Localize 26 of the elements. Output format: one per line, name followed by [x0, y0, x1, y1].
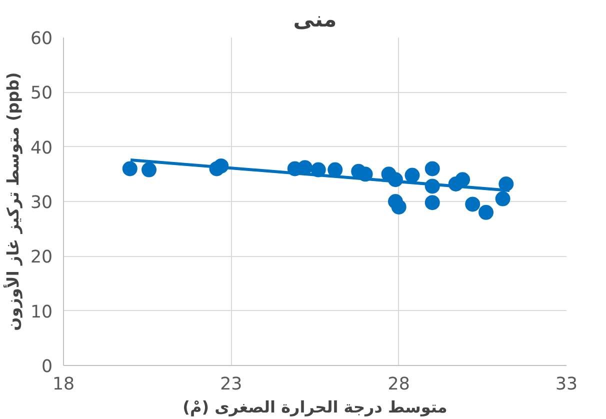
y-axis-title: متوسط تركيز غاز الأوزون (ppb)	[2, 72, 22, 331]
point	[424, 195, 440, 210]
x-tick-label: 18	[52, 374, 75, 394]
point	[478, 204, 494, 220]
y-tick-label: 40	[30, 138, 53, 158]
point	[455, 172, 470, 188]
point	[495, 191, 510, 206]
x-tick-label: 23	[220, 374, 242, 394]
chart-title: منى	[293, 8, 337, 32]
y-tick-label: 20	[30, 248, 53, 268]
point	[391, 199, 406, 214]
point	[424, 161, 440, 176]
y-tick-label: 0	[41, 357, 53, 377]
point	[404, 168, 420, 183]
point	[465, 196, 480, 212]
y-tick-label: 50	[30, 84, 53, 104]
point	[498, 176, 514, 192]
y-tick-label: 10	[30, 302, 53, 322]
y-tick-label: 60	[30, 29, 53, 49]
y-tick-label: 30	[30, 193, 53, 213]
x-tick-label: 28	[388, 374, 410, 394]
point	[142, 162, 157, 178]
x-tick-label: 33	[555, 374, 578, 394]
point	[122, 161, 138, 176]
x-axis-title: متوسط درجة الحرارة الصغرى (مْ)	[182, 398, 448, 416]
point	[328, 162, 343, 178]
